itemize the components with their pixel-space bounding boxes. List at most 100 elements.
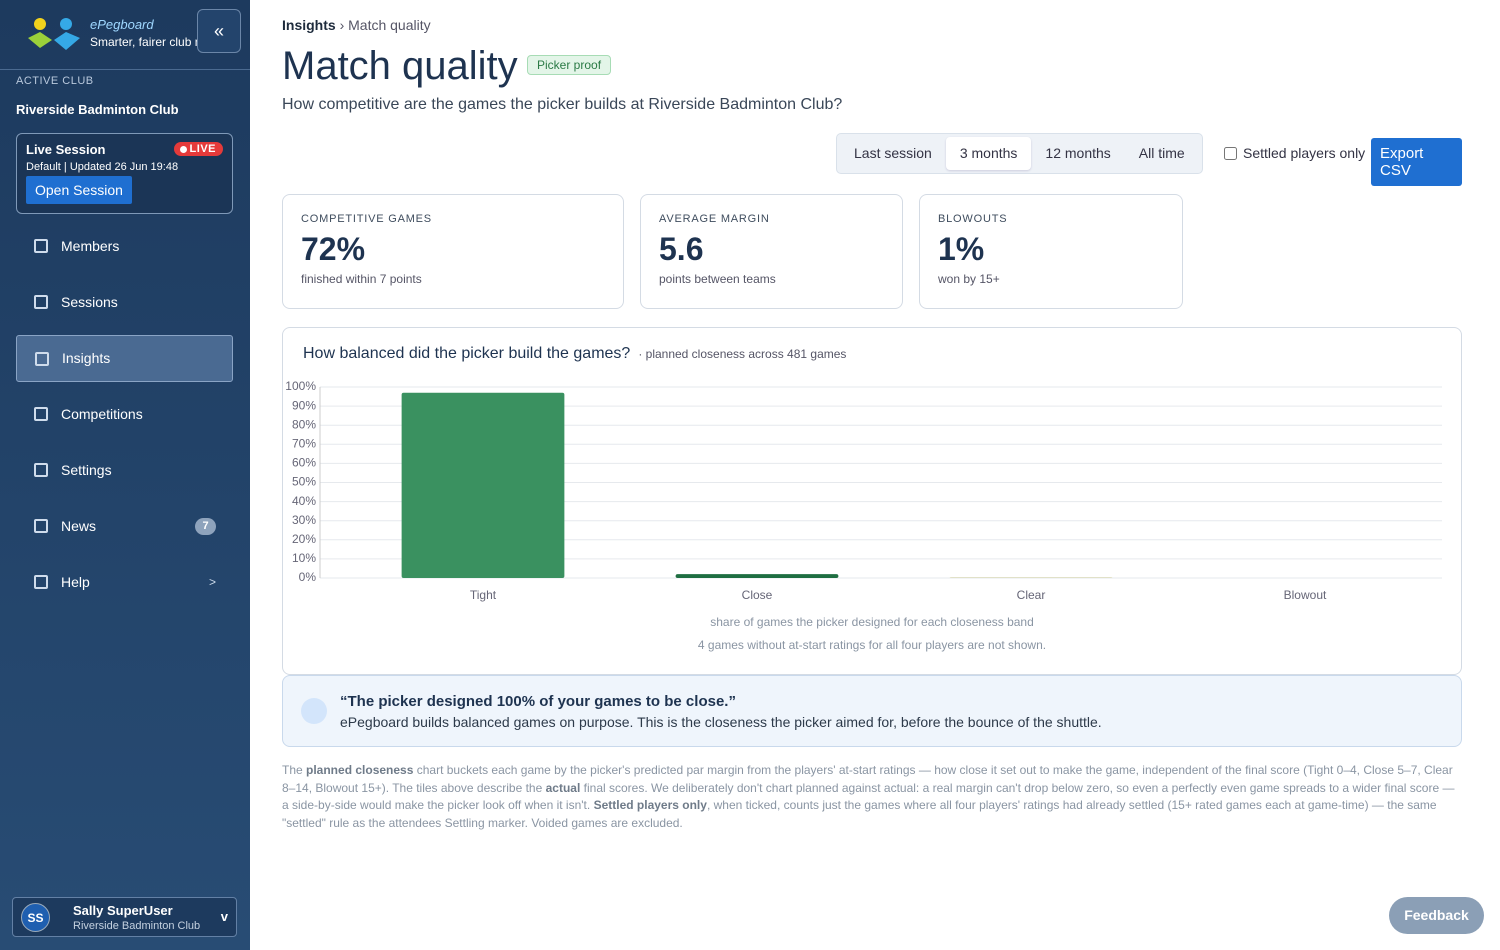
kpi-note: finished within 7 points bbox=[301, 272, 422, 286]
sidebar: ePegboard Smarter, fairer club nights « … bbox=[0, 0, 250, 950]
nav-item[interactable]: Insights bbox=[16, 335, 233, 382]
nav-label: Members bbox=[61, 238, 120, 254]
x-tick-label: Tight bbox=[470, 588, 497, 602]
y-tick-label: 50% bbox=[292, 475, 316, 489]
callout-quote: “The picker designed 100% of your games … bbox=[340, 693, 736, 710]
nav-icon bbox=[35, 352, 49, 366]
collapse-button[interactable]: « bbox=[197, 9, 241, 53]
logo bbox=[28, 18, 80, 50]
y-tick-label: 10% bbox=[292, 551, 316, 565]
footnote-text: The bbox=[282, 763, 307, 777]
club-name: Riverside Badminton Club bbox=[16, 102, 179, 117]
bar bbox=[401, 392, 565, 578]
nav-label: Sessions bbox=[61, 294, 118, 310]
feedback-button[interactable]: Feedback bbox=[1389, 897, 1484, 934]
live-meta: Default | Updated 26 Jun 19:48 bbox=[26, 161, 179, 173]
chart-subtitle: · planned closeness across 481 games bbox=[638, 347, 846, 361]
y-tick-label: 60% bbox=[292, 456, 316, 470]
footnote-text: , when ticked, counts just the games whe… bbox=[282, 798, 1437, 830]
live-title: Live Session bbox=[26, 142, 106, 157]
y-tick-label: 100% bbox=[285, 379, 316, 393]
nav-label: Competitions bbox=[61, 406, 143, 422]
y-tick-label: 20% bbox=[292, 532, 316, 546]
nav-label: Insights bbox=[62, 350, 111, 366]
bar bbox=[675, 574, 839, 578]
user-club: Riverside Badminton Club bbox=[73, 920, 201, 932]
callout-body: ePegboard builds balanced games on purpo… bbox=[340, 714, 1102, 730]
footnote-text: actual bbox=[545, 780, 581, 795]
kpi-card: AVERAGE MARGIN 5.6 points between teams bbox=[640, 194, 903, 309]
checkbox[interactable] bbox=[1224, 146, 1237, 160]
kpi-value: 5.6 bbox=[659, 231, 704, 267]
kpi-note: won by 15+ bbox=[938, 272, 1000, 286]
range-selector: Last session 3 months 12 months All time bbox=[836, 133, 1203, 174]
breadcrumb-separator: › bbox=[339, 17, 345, 33]
active-club-label: ACTIVE CLUB bbox=[16, 75, 94, 87]
nav-item[interactable]: Competitions bbox=[16, 391, 233, 438]
kpi-note: points between teams bbox=[659, 272, 776, 286]
nav-item[interactable]: Members bbox=[16, 223, 233, 270]
kpi-label: COMPETITIVE GAMES bbox=[301, 213, 432, 225]
nav-label: Settings bbox=[61, 462, 112, 478]
chart-note: 4 games without at-start ratings for all… bbox=[698, 638, 1046, 652]
user-menu[interactable]: SS Sally SuperUser Riverside Badminton C… bbox=[12, 897, 237, 937]
nav-item[interactable]: News 7 bbox=[16, 503, 233, 550]
y-tick-label: 80% bbox=[292, 417, 316, 431]
footnote-text: final scores. We deliberately don't char… bbox=[282, 780, 1455, 813]
callout-icon bbox=[301, 698, 327, 724]
nav-badge: 7 bbox=[195, 518, 216, 535]
range-option[interactable]: All time bbox=[1138, 145, 1185, 161]
chart-caption: share of games the picker designed for e… bbox=[710, 615, 1034, 629]
export-button[interactable]: Export CSV bbox=[1371, 138, 1462, 186]
footnote: The planned closeness chart buckets each… bbox=[282, 762, 1457, 832]
page-title: Match quality bbox=[282, 44, 518, 88]
y-tick-label: 90% bbox=[292, 398, 316, 412]
kpi-value: 72% bbox=[301, 231, 366, 267]
y-tick-label: 30% bbox=[292, 513, 316, 527]
nav-icon bbox=[34, 519, 48, 533]
nav-arrow: > bbox=[208, 575, 216, 589]
nav-icon bbox=[34, 575, 48, 589]
nav-item[interactable]: Settings bbox=[16, 447, 233, 494]
range-option[interactable]: 12 months bbox=[1045, 145, 1111, 161]
kpi-card: COMPETITIVE GAMES 72% finished within 7 po… bbox=[282, 194, 624, 309]
kpi-value: 1% bbox=[938, 231, 985, 267]
range-option[interactable]: 3 months bbox=[945, 137, 1032, 170]
open-session-button[interactable]: Open Session bbox=[26, 176, 132, 204]
nav-item[interactable]: Sessions bbox=[16, 279, 233, 326]
user-caret: v bbox=[220, 909, 228, 924]
x-tick-label: Blowout bbox=[1284, 588, 1327, 602]
breadcrumb: Insights › Match quality bbox=[282, 17, 431, 33]
checkbox-label: Settled players only bbox=[1243, 145, 1366, 161]
title-badge: Picker proof bbox=[527, 55, 612, 75]
chart-title: How balanced did the picker build the ga… bbox=[303, 345, 630, 362]
nav-icon bbox=[34, 463, 48, 477]
kpi-label: AVERAGE MARGIN bbox=[659, 213, 770, 225]
live-card: Live Session LIVE Default | Updated 26 J… bbox=[16, 133, 233, 214]
avatar: SS bbox=[21, 903, 50, 932]
page-subtitle: How competitive are the games the picker… bbox=[282, 96, 843, 113]
y-tick-label: 0% bbox=[299, 570, 317, 584]
settled-filter[interactable]: Settled players only bbox=[1224, 145, 1365, 161]
brand: ePegboard bbox=[90, 17, 154, 32]
nav-label: News bbox=[61, 518, 97, 534]
user-name: Sally SuperUser bbox=[73, 903, 173, 918]
breadcrumb-parent[interactable]: Insights bbox=[282, 17, 336, 33]
kpi-label: BLOWOUTS bbox=[938, 213, 1008, 225]
nav-icon bbox=[34, 239, 48, 253]
live-badge: LIVE bbox=[173, 142, 223, 156]
bar bbox=[949, 577, 1113, 578]
nav-label: Help bbox=[61, 574, 90, 590]
footnote-text: planned closeness bbox=[306, 763, 414, 777]
x-tick-label: Close bbox=[742, 588, 773, 602]
kpi-card: BLOWOUTS 1% won by 15+ bbox=[919, 194, 1183, 309]
range-option[interactable]: Last session bbox=[854, 145, 932, 161]
callout: “The picker designed 100% of your games … bbox=[282, 675, 1462, 747]
x-tick-label: Clear bbox=[1017, 588, 1046, 602]
nav-icon bbox=[34, 295, 48, 309]
nav-item[interactable]: Help > bbox=[16, 559, 233, 606]
footnote-text: chart buckets each game by the picker's … bbox=[282, 763, 1453, 795]
tagline: Smarter, fairer club nights bbox=[90, 35, 227, 49]
